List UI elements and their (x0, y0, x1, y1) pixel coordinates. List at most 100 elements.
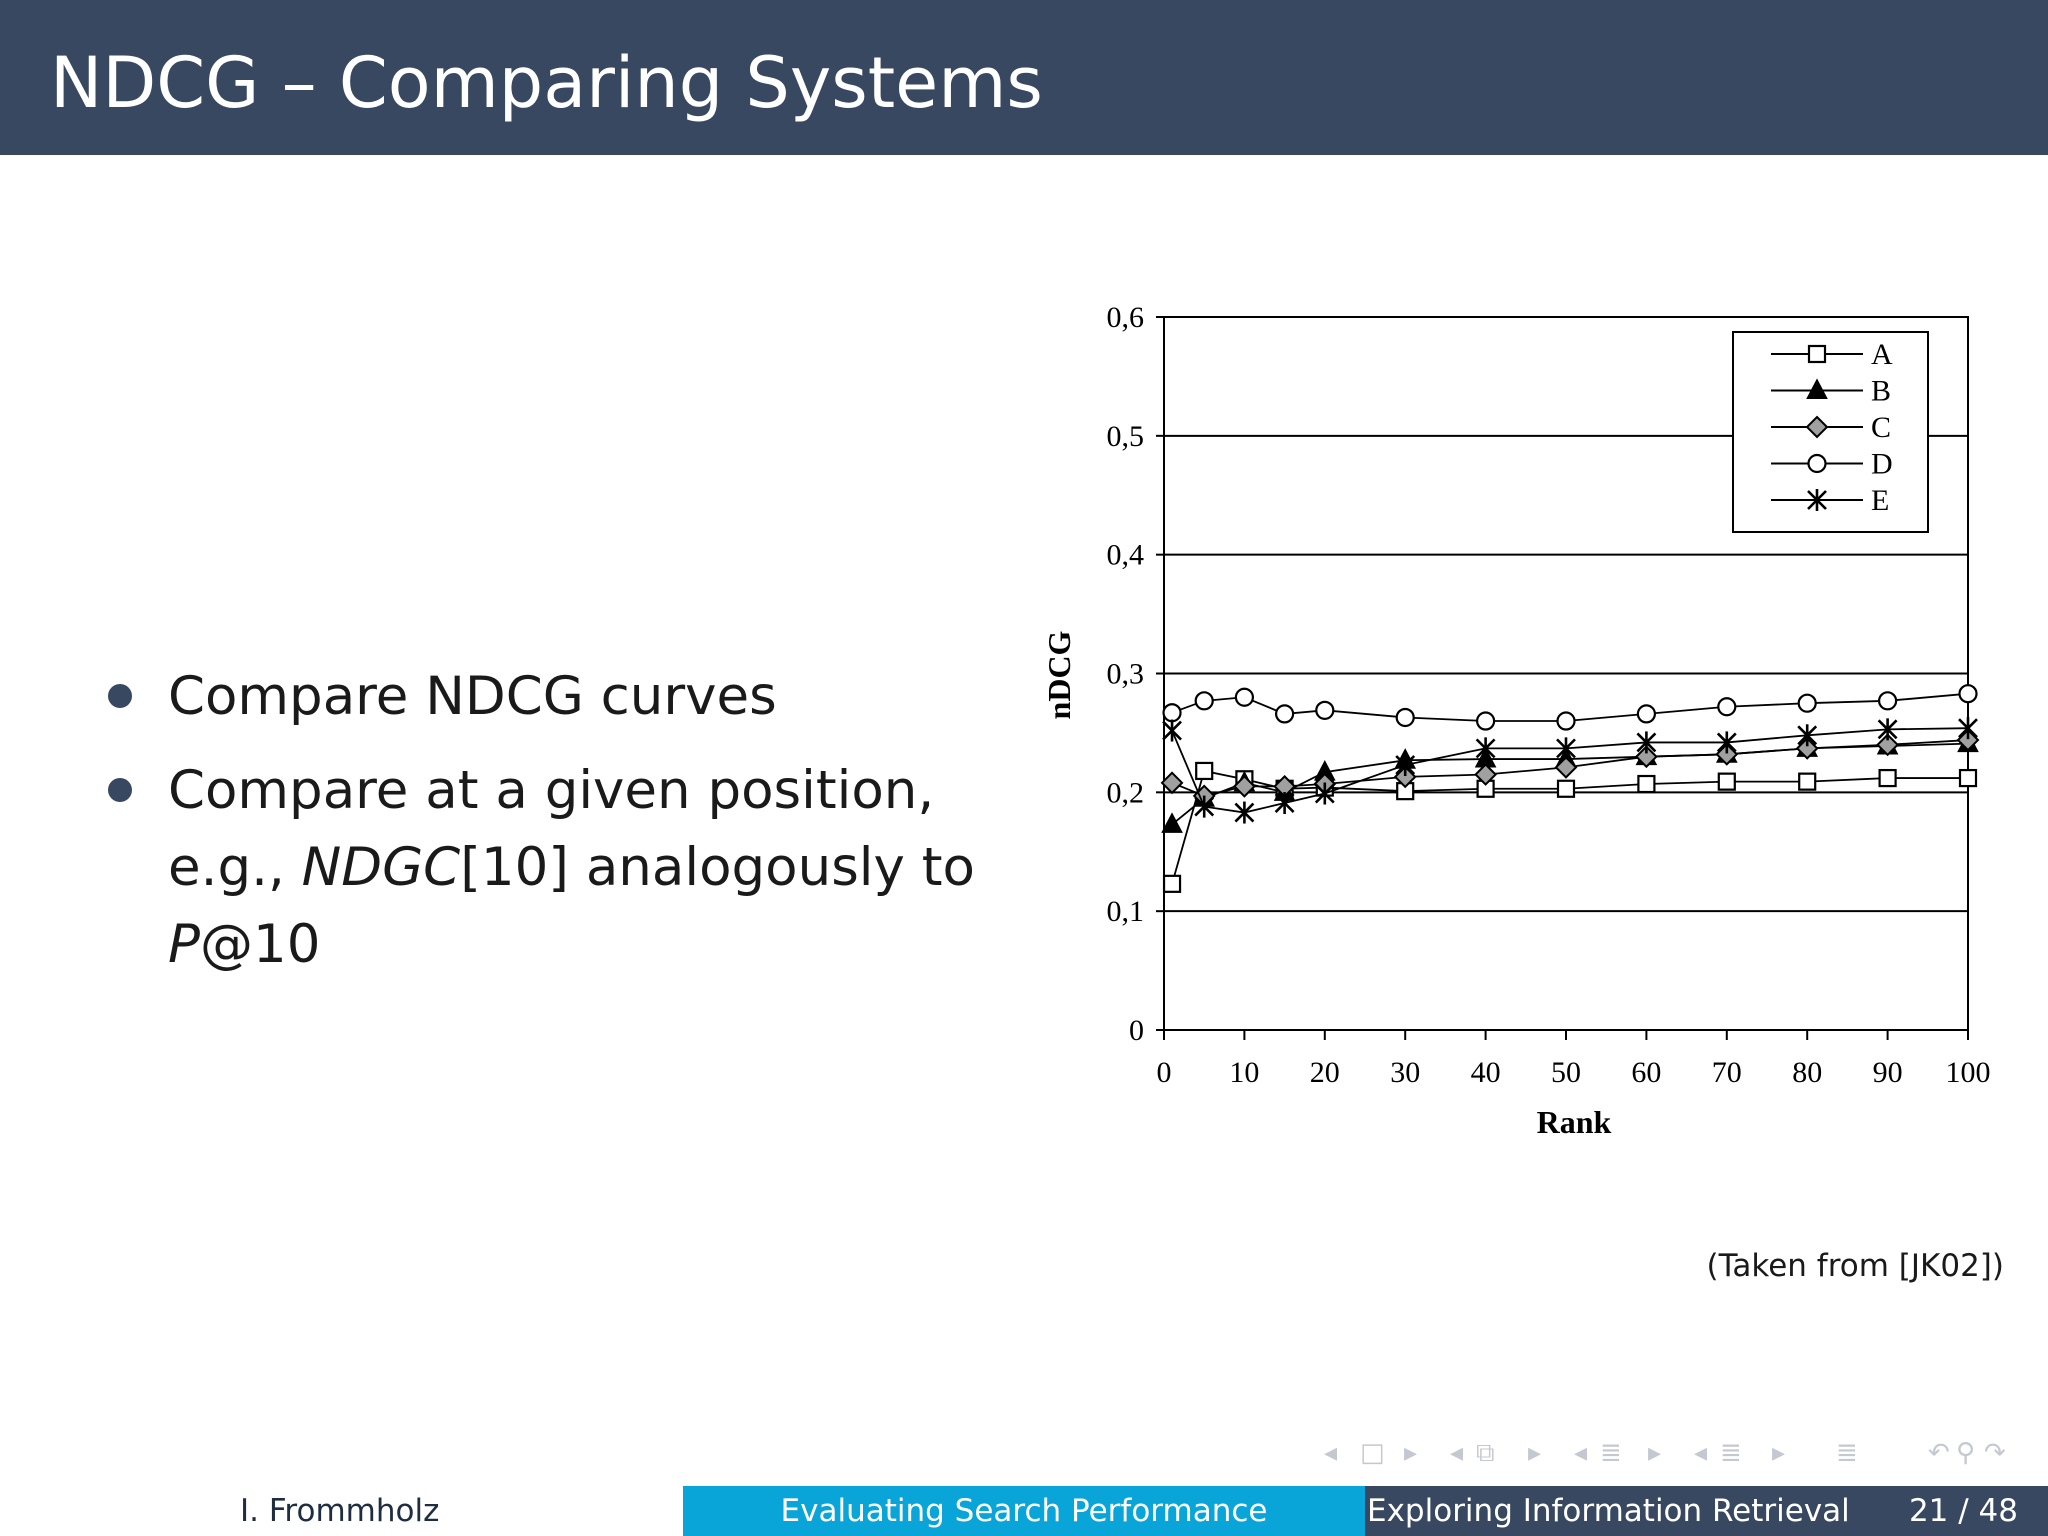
data-point-d (1395, 707, 1415, 728)
title-bar: NDCG – Comparing Systems (0, 0, 2048, 155)
data-point-e (1797, 724, 1818, 747)
data-point-d (1234, 687, 1254, 707)
arrow-left-icon[interactable]: ◂ (1694, 1438, 1708, 1468)
legend-item: E (1771, 484, 1889, 517)
x-tick-label: 10 (1229, 1056, 1259, 1089)
bullet-text-line1: Compare at a given position, (168, 760, 935, 821)
x-tick-label: 70 (1712, 1056, 1742, 1089)
data-point-e (1475, 737, 1496, 760)
x-axis-label: Rank (1537, 1104, 1612, 1140)
bullet-dot (108, 778, 132, 802)
x-tick-label: 100 (1946, 1056, 1991, 1089)
data-point-d (1194, 691, 1214, 711)
legend-label: D (1871, 448, 1893, 481)
search-icon[interactable]: ⚲ (1956, 1438, 1976, 1468)
data-point-c (1160, 771, 1184, 795)
data-point-d (1877, 691, 1898, 711)
data-point-a (1958, 768, 1978, 788)
data-point-a (1195, 761, 1214, 781)
data-point-c (1634, 745, 1658, 769)
data-point-e (1877, 718, 1898, 741)
arrow-right-icon[interactable]: ▸ (1648, 1438, 1662, 1468)
data-point-d (1315, 700, 1335, 720)
arrow-left-icon[interactable]: ◂ (1574, 1438, 1588, 1468)
legend-item: A (1771, 338, 1893, 371)
arrow-right-icon[interactable]: ▸ (1772, 1438, 1786, 1468)
data-point-c (1474, 763, 1498, 786)
footer-author: I. Frommholz (240, 1493, 440, 1529)
footer-course: Exploring Information Retrieval (1367, 1493, 1850, 1529)
data-point-d (1556, 711, 1576, 731)
frame-icon[interactable]: □ (1360, 1438, 1385, 1468)
plot-frame (1163, 316, 1969, 1031)
legend-label: B (1871, 375, 1891, 408)
x-tick-labels: 0 10 20 30 40 50 60 70 80 90 100 (1157, 1056, 1991, 1089)
series-group (1160, 684, 1980, 893)
legend-item: C (1771, 411, 1891, 444)
arrow-left-icon[interactable]: ◂ (1324, 1438, 1338, 1468)
align-icon[interactable]: ≣ (1836, 1438, 1858, 1468)
arrow-right-icon[interactable]: ▸ (1528, 1438, 1542, 1468)
bullet-dot (108, 684, 132, 708)
series-e (1162, 717, 1978, 824)
legend-label: E (1871, 484, 1889, 517)
y-tick-label: 0,1 (1107, 895, 1145, 928)
data-point-c (1876, 733, 1900, 757)
footer-course-box: Exploring Information Retrieval 21 / 48 (1365, 1486, 2048, 1536)
y-tick-label: 0,2 (1107, 776, 1145, 809)
legend-label: A (1871, 338, 1893, 371)
beamer-navigation: ◂ □ ▸ ◂ ⧉ ▸ ◂ ≣ ▸ ◂ ≣ ▸ ≣ ↶ ⚲ ↷ (1320, 1438, 2040, 1478)
legend-item: D (1771, 448, 1893, 481)
footer-section: Evaluating Search Performance (683, 1486, 1365, 1536)
data-point-e (1958, 717, 1978, 740)
data-point-e (1194, 795, 1215, 818)
y-tick-label: 0,6 (1107, 301, 1145, 334)
bullet-text-line2: e.g., (168, 837, 302, 898)
bullet-text: Compare NDCG curves (168, 666, 777, 727)
data-point-c (1805, 415, 1829, 439)
data-point-b (1161, 812, 1183, 833)
x-tick-label: 0 (1157, 1056, 1172, 1089)
data-point-e (1395, 754, 1416, 777)
data-point-e (1234, 801, 1255, 824)
data-point-e (1162, 719, 1182, 742)
arrow-left-icon[interactable]: ◂ (1450, 1438, 1464, 1468)
arrow-right-icon[interactable]: ▸ (1404, 1438, 1418, 1468)
data-point-a (1637, 774, 1656, 794)
y-tick-label: 0,5 (1107, 420, 1145, 453)
x-tick-label: 60 (1631, 1056, 1661, 1089)
legend-box (1732, 331, 1929, 533)
y-tick-label: 0,3 (1107, 658, 1145, 691)
bullet-text-line2b: [10] analogously to (460, 837, 975, 898)
data-point-a (1162, 874, 1182, 893)
series-d (1162, 684, 1978, 731)
section-icon[interactable]: ≣ (1720, 1438, 1742, 1468)
legend-item: B (1771, 375, 1891, 408)
section-icon[interactable]: ≣ (1600, 1438, 1622, 1468)
x-tick-label: 40 (1471, 1056, 1501, 1089)
subsection-icon[interactable]: ⧉ (1476, 1438, 1495, 1468)
data-point-b (1806, 378, 1828, 399)
math-p: P (168, 914, 200, 975)
bullet-item: Compare at a given position, e.g., NDGC[… (100, 752, 980, 983)
y-tick-label: 0,4 (1107, 539, 1145, 572)
y-axis-label: nDCG (1041, 630, 1077, 719)
data-point-c (1795, 736, 1819, 760)
data-point-a (1798, 772, 1817, 791)
x-tick-label: 50 (1551, 1056, 1581, 1089)
redo-icon[interactable]: ↷ (1984, 1438, 2006, 1468)
undo-icon[interactable]: ↶ (1928, 1438, 1950, 1468)
footer-author-box: I. Frommholz (0, 1486, 683, 1536)
slide-title: NDCG – Comparing Systems (50, 42, 1043, 124)
x-tick-label: 30 (1390, 1056, 1420, 1089)
data-point-e (1716, 731, 1737, 754)
source-note: (Taken from [JK02]) (1706, 1248, 2004, 1284)
legend-label: C (1871, 411, 1891, 444)
data-point-a (1878, 768, 1897, 788)
data-point-d (1797, 693, 1817, 713)
data-point-c (1554, 755, 1578, 779)
data-point-d (1958, 684, 1978, 704)
data-point-e (1556, 737, 1576, 760)
data-point-d (1636, 704, 1657, 724)
